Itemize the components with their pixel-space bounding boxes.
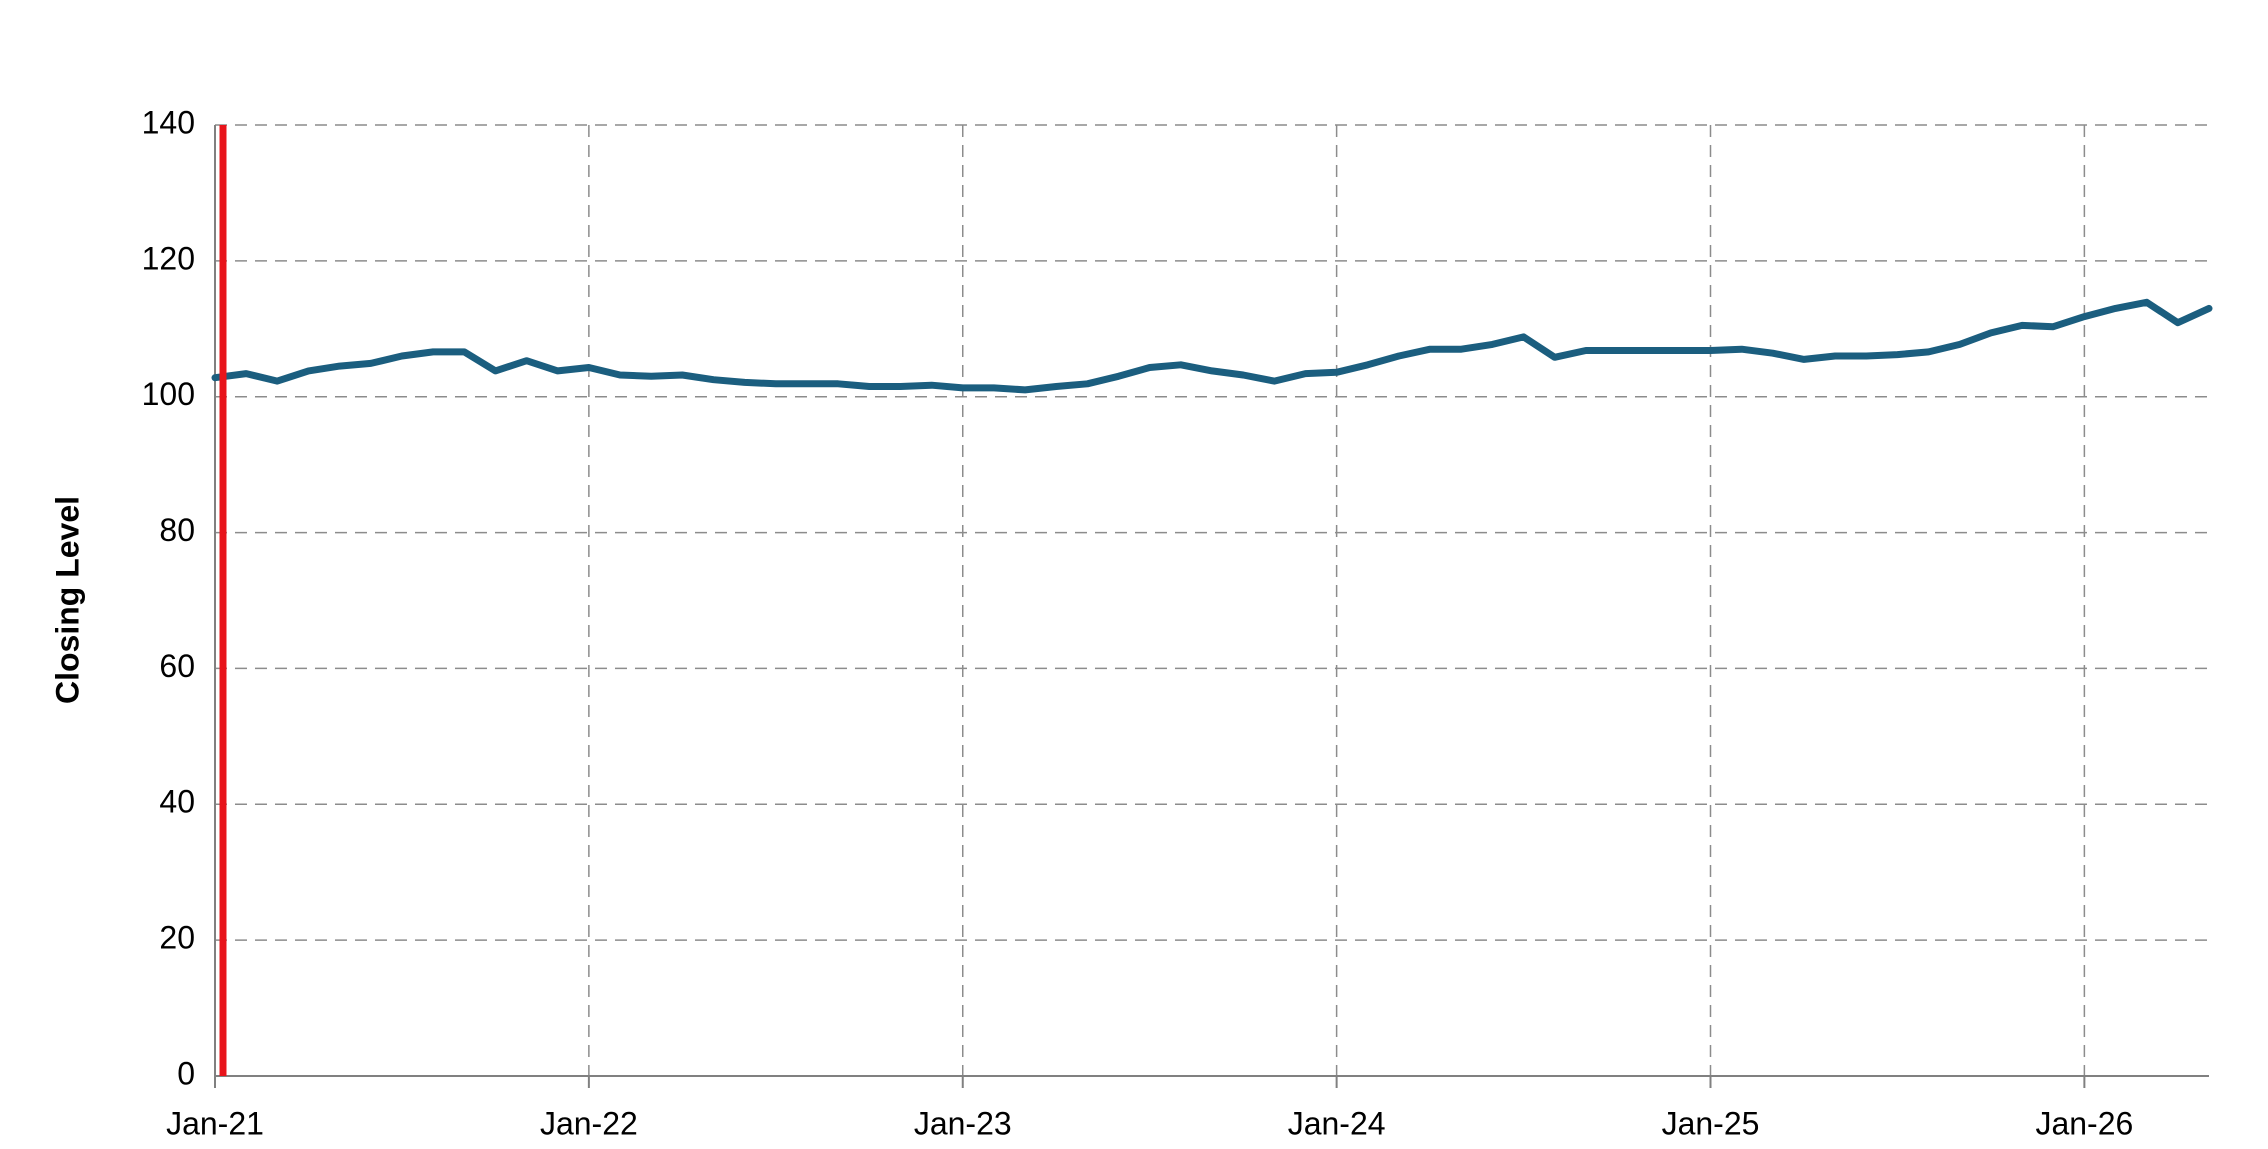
x-tick-label: Jan-21 (166, 1105, 264, 1141)
y-tick-label: 120 (142, 240, 195, 276)
x-tick-label: Jan-25 (1662, 1105, 1760, 1141)
y-tick-label: 40 (159, 784, 195, 820)
y-tick-label: 140 (142, 104, 195, 140)
x-tick-label: Jan-22 (540, 1105, 638, 1141)
y-axis-label: Closing Level (49, 496, 85, 704)
x-tick-label: Jan-24 (1288, 1105, 1386, 1141)
y-tick-label: 20 (159, 920, 195, 956)
y-tick-label: 60 (159, 648, 195, 684)
x-tick-label: Jan-23 (914, 1105, 1012, 1141)
x-tick-label: Jan-26 (2035, 1105, 2133, 1141)
y-tick-label: 0 (177, 1055, 195, 1091)
y-tick-label: 100 (142, 376, 195, 412)
y-tick-label: 80 (159, 512, 195, 548)
series-line (211, 298, 2213, 394)
